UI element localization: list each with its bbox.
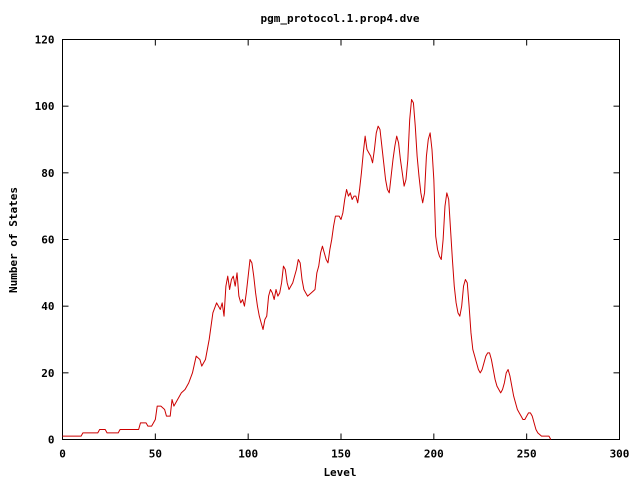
y-tick-label: 0	[48, 434, 55, 447]
y-tick-label: 80	[41, 167, 54, 180]
plot-frame	[62, 39, 620, 440]
x-axis-label: Level	[323, 466, 356, 479]
x-axis-ticks: 0 50 100 150 200 250 300	[59, 39, 630, 461]
y-tick-label: 20	[41, 367, 54, 380]
x-tick-label: 0	[59, 448, 66, 461]
y-axis-label: Number of States	[7, 187, 20, 293]
y-tick-label: 60	[41, 234, 54, 247]
x-tick-label: 300	[610, 448, 630, 461]
series-line	[62, 99, 552, 440]
series-layer	[62, 99, 552, 440]
y-tick-label: 100	[35, 100, 55, 113]
y-tick-label: 120	[35, 34, 55, 47]
y-tick-label: 40	[41, 300, 54, 313]
x-tick-label: 250	[517, 448, 537, 461]
x-tick-label: 50	[149, 448, 162, 461]
x-tick-label: 150	[331, 448, 351, 461]
y-axis-ticks: 0 20 40 60 80 100 120	[35, 34, 620, 447]
x-tick-label: 200	[424, 448, 444, 461]
x-tick-label: 100	[238, 448, 258, 461]
chart-title: pgm_protocol.1.prop4.dve	[261, 12, 420, 25]
